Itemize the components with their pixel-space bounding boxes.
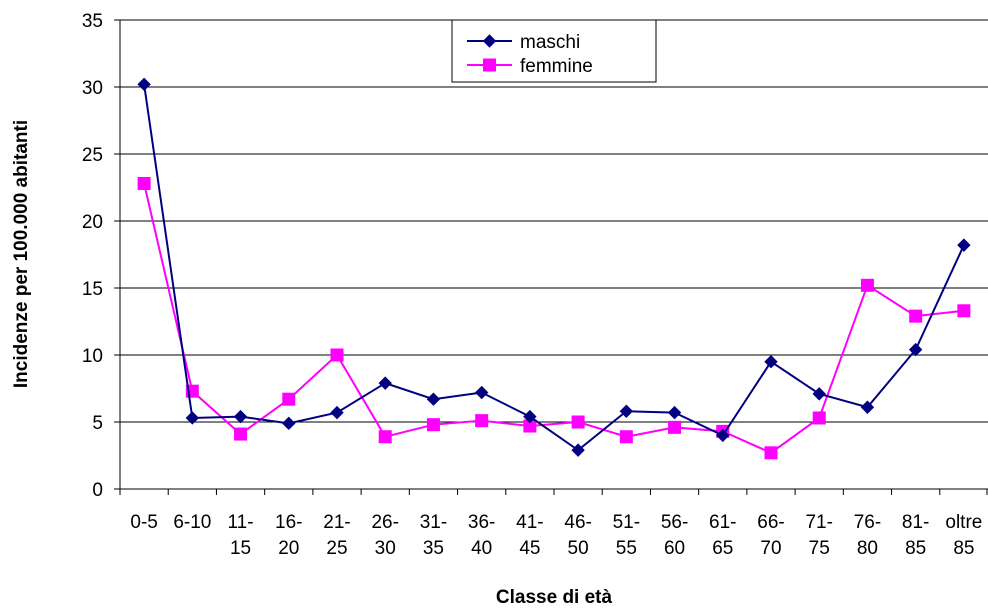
data-point-maschi — [427, 393, 439, 405]
x-tick-label: 31-35 — [420, 512, 447, 559]
legend-marker-femmine — [484, 59, 496, 71]
x-tick-label: oltre 85 — [945, 512, 982, 559]
legend: maschi femmine — [452, 20, 656, 82]
data-point-maschi — [235, 411, 247, 423]
data-point-femmine — [910, 310, 922, 322]
y-tick-label: 5 — [92, 413, 103, 434]
data-point-femmine — [331, 349, 343, 361]
x-tick-label: 81-85 — [902, 512, 929, 559]
x-tick-label: 66-70 — [757, 512, 784, 559]
data-point-maschi — [283, 417, 295, 429]
legend-label-maschi: maschi — [520, 32, 580, 53]
y-tick-label: 0 — [92, 480, 103, 501]
series-line-femmine — [144, 183, 964, 452]
x-tick-label: 46-50 — [564, 512, 591, 559]
data-point-maschi — [765, 356, 777, 368]
data-point-maschi — [669, 407, 681, 419]
legend-label-femmine: femmine — [520, 56, 593, 77]
data-point-femmine — [235, 428, 247, 440]
data-point-maschi — [958, 239, 970, 251]
x-tick-label: 61-65 — [709, 512, 736, 559]
x-tick-label: 16-20 — [275, 512, 302, 559]
y-tick-label: 30 — [82, 78, 103, 99]
y-axis-ticks: 0 5 10 15 20 25 30 35 — [82, 11, 120, 501]
x-tick-label: 56-60 — [661, 512, 688, 559]
x-tick-label: 51-55 — [613, 512, 640, 559]
y-tick-label: 10 — [82, 346, 103, 367]
data-point-femmine — [765, 447, 777, 459]
x-axis-title: Classe di età — [496, 587, 613, 608]
data-point-femmine — [669, 421, 681, 433]
data-point-femmine — [572, 416, 584, 428]
x-tick-label: 26-30 — [371, 512, 398, 559]
y-tick-label: 25 — [82, 145, 103, 166]
series-line-maschi — [144, 84, 964, 450]
data-point-maschi — [379, 377, 391, 389]
y-tick-label: 20 — [82, 212, 103, 233]
data-point-femmine — [620, 431, 632, 443]
x-tick-label: 0-5 — [130, 512, 157, 533]
x-tick-label: 21-25 — [323, 512, 350, 559]
data-point-femmine — [958, 305, 970, 317]
data-point-maschi — [138, 78, 150, 90]
x-axis-ticks: 0-5 6-10 11-15 16-20 21-25 26-30 31-35 36-40 41-… — [120, 489, 987, 559]
x-tick-label: 36-40 — [468, 512, 495, 559]
series-group — [138, 78, 970, 459]
y-axis-title: Incidenze per 100.000 abitanti — [11, 120, 32, 388]
x-tick-label: 71-75 — [805, 512, 832, 559]
x-tick-label: 11-15 — [228, 512, 254, 559]
data-point-femmine — [476, 415, 488, 427]
x-tick-label: 76-80 — [854, 512, 881, 559]
x-tick-label: 41-45 — [516, 512, 543, 559]
data-point-femmine — [861, 279, 873, 291]
data-point-femmine — [379, 431, 391, 443]
series-femmine — [138, 177, 970, 458]
y-tick-label: 15 — [82, 279, 103, 300]
data-point-femmine — [283, 393, 295, 405]
y-tick-label: 35 — [82, 11, 103, 32]
data-point-femmine — [138, 177, 150, 189]
x-tick-label: 6-10 — [173, 512, 211, 533]
data-point-maschi — [813, 388, 825, 400]
series-maschi — [138, 78, 970, 456]
data-point-maschi — [476, 387, 488, 399]
data-point-femmine — [427, 419, 439, 431]
data-point-femmine — [813, 412, 825, 424]
data-point-maschi — [331, 407, 343, 419]
